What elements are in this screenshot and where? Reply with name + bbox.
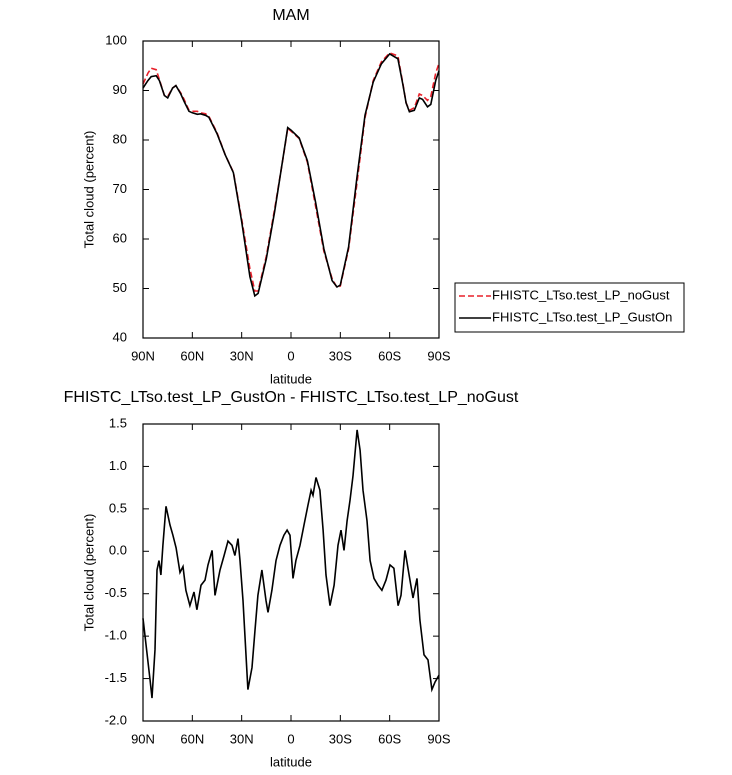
y-tick-label: 0.5 [109,500,127,515]
x-tick-label: 60N [180,348,204,363]
x-axis-label: latitude [270,371,312,386]
x-tick-label: 30S [329,348,352,363]
y-tick-label: -2.0 [105,712,127,727]
chart-title: MAM [272,7,309,24]
legend-box [454,282,685,333]
plot-frame [142,423,440,722]
x-tick-label: 90N [131,731,155,746]
y-tick-label: -1.0 [105,628,127,643]
y-axis-label: Total cloud (percent) [81,131,96,249]
x-tick-label: 60S [378,348,401,363]
x-tick-label: 60S [378,731,401,746]
y-tick-label: 100 [105,32,127,47]
x-tick-label: 60N [180,731,204,746]
x-tick-label: 30N [230,731,254,746]
line-series [142,429,440,699]
x-axis-label: latitude [270,754,312,769]
y-tick-label: 70 [113,181,127,196]
y-tick-label: 60 [113,230,127,245]
y-tick-label: -1.5 [105,670,127,685]
x-tick-label: 0 [287,348,294,363]
chart-title: FHISTC_LTso.test_LP_GustOn - FHISTC_LTso… [64,389,519,406]
plot-frame [142,40,440,339]
y-tick-label: -0.5 [105,585,127,600]
line-series [142,52,440,298]
y-tick-label: 0.0 [109,543,127,558]
y-tick-label: 80 [113,131,127,146]
y-tick-label: 1.0 [109,458,127,473]
line-series [142,51,440,292]
x-tick-label: 30S [329,731,352,746]
legend-label: FHISTC_LTso.test_LP_GustOn [492,309,672,324]
x-tick-label: 90S [427,348,450,363]
x-tick-label: 30N [230,348,254,363]
x-tick-label: 90N [131,348,155,363]
y-tick-label: 50 [113,280,127,295]
y-tick-label: 90 [113,82,127,97]
y-axis-label: Total cloud (percent) [81,514,96,632]
x-tick-label: 90S [427,731,450,746]
legend-label: FHISTC_LTso.test_LP_noGust [492,287,670,302]
y-tick-label: 40 [113,329,127,344]
y-tick-label: 1.5 [109,415,127,430]
x-tick-label: 0 [287,731,294,746]
